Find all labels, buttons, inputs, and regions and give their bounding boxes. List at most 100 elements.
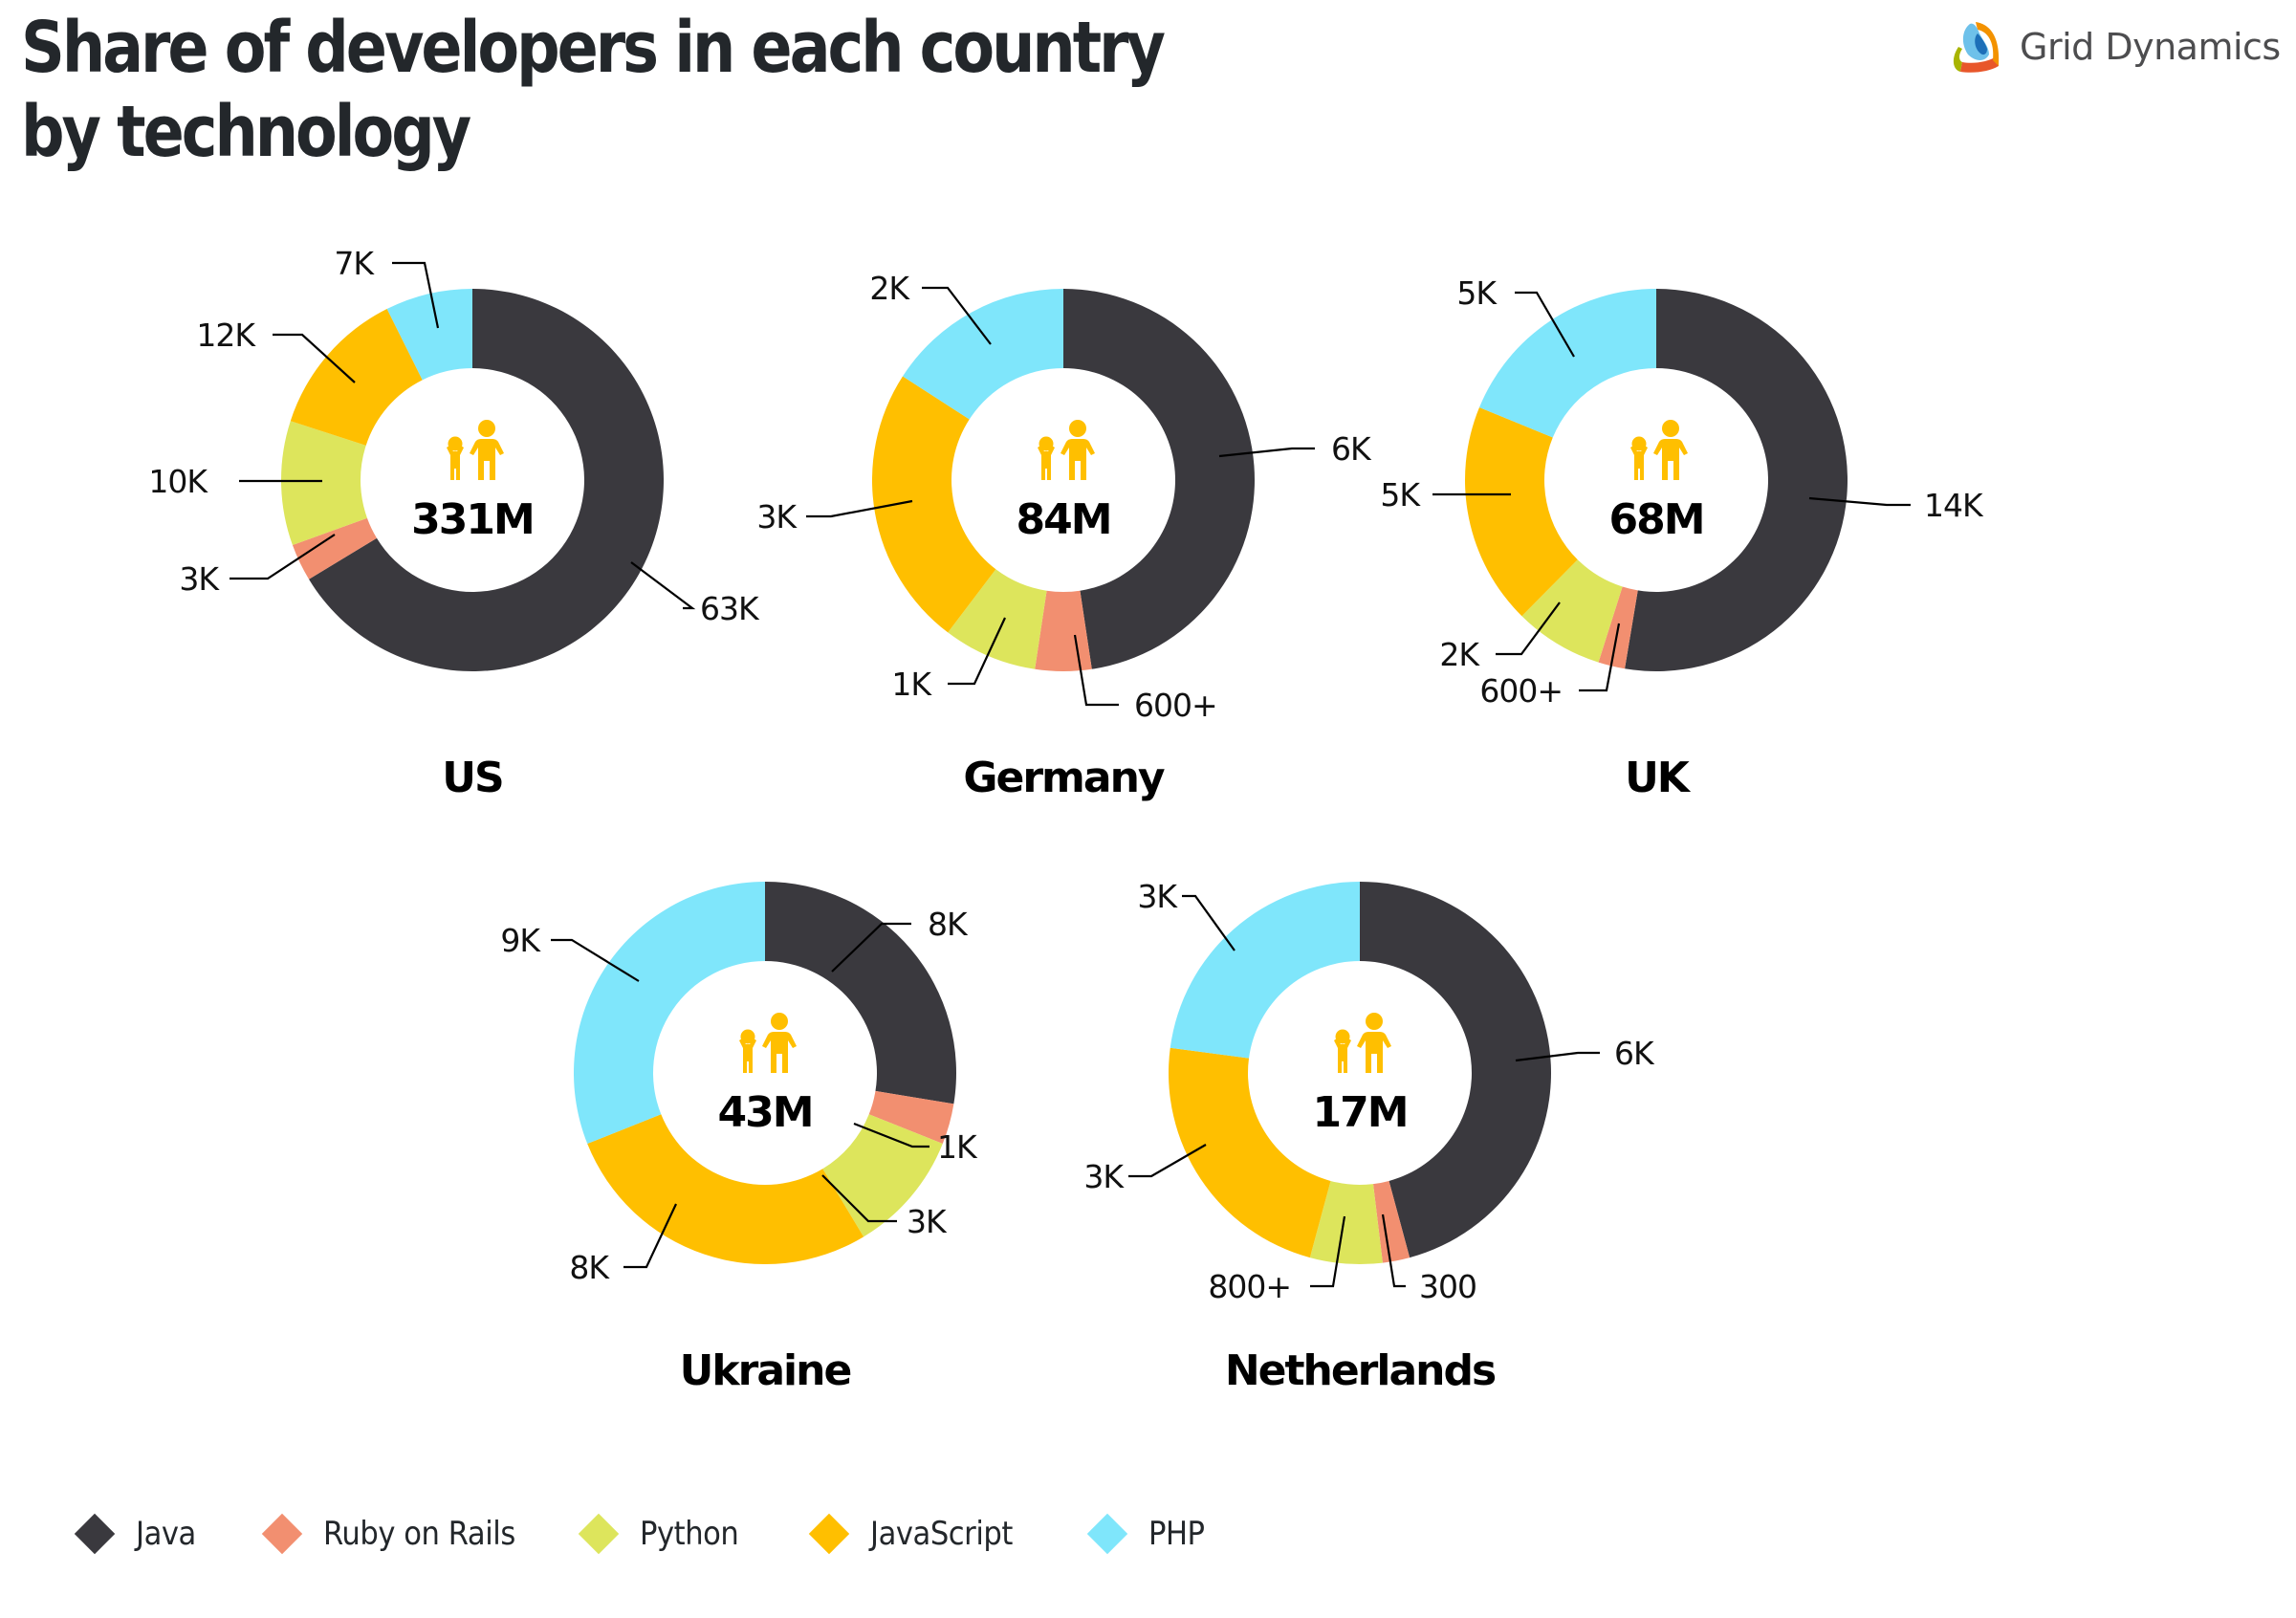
legend-swatch-java [74, 1513, 116, 1555]
legend-label-php: PHP [1148, 1515, 1205, 1553]
leader-line-ruby-on-rails [230, 534, 336, 580]
population-label: 68M [1608, 495, 1703, 544]
legend-item-python: Python [575, 1513, 750, 1555]
data-label-php: 7K [334, 245, 375, 282]
leader-line-java [1515, 1051, 1600, 1062]
slice-php [1478, 289, 1656, 438]
data-label-ruby-on-rails: 600+ [1134, 687, 1217, 724]
slice-ruby-on-rails [292, 517, 377, 579]
data-label-ruby-on-rails: 3K [179, 560, 220, 598]
leader-line-javascript [806, 499, 913, 518]
leader-line-javascript [273, 333, 356, 383]
slice-python [1309, 1180, 1383, 1264]
leader-line-java [1808, 496, 1911, 507]
slice-javascript [587, 1114, 864, 1264]
slice-python [281, 421, 367, 546]
slice-java [765, 882, 956, 1104]
slice-php [1170, 882, 1360, 1059]
leader-line-php [392, 261, 440, 329]
family-icon [739, 1013, 797, 1073]
legend-label-ruby: Ruby on Rails [322, 1515, 515, 1553]
slice-python [1521, 559, 1623, 663]
data-label-php: 5K [1456, 274, 1498, 312]
data-label-java: 6K [1614, 1035, 1655, 1072]
leader-line-php [551, 938, 640, 982]
data-label-javascript: 8K [569, 1249, 610, 1286]
donut-ukraine: 8K 1K 3K 8K 9K 43M Ukraine [500, 882, 979, 1395]
country-label: US [442, 754, 502, 802]
donut-us: 63K 3K 10K 12K 7K 331M US [148, 245, 761, 802]
leader-line-javascript [623, 1203, 677, 1269]
country-label: UK [1625, 754, 1692, 802]
data-label-php: 3K [1137, 878, 1178, 915]
donut-uk: 14K 600+2K 5K 5K 68M UK [1380, 274, 1985, 802]
legend-swatch-python [578, 1513, 620, 1555]
brand-logo: Grid Dynamics [1947, 13, 2281, 80]
population-label: 331M [411, 495, 534, 544]
leader-line-python [1310, 1215, 1346, 1288]
leader-line-php [1515, 291, 1575, 358]
legend-swatch-php [1087, 1513, 1128, 1555]
donut-germany: 6K 600+ 1K 3K 2K 84M Germany [756, 270, 1373, 802]
family-icon [1334, 1013, 1391, 1073]
leader-line-python [821, 1174, 897, 1223]
data-label-java: 14K [1924, 487, 1984, 524]
chart-title: Share of developers in each country by t… [21, 6, 1166, 174]
data-label-java: 63K [700, 590, 760, 627]
legend-item-java: Java [71, 1513, 203, 1555]
data-label-javascript: 12K [196, 317, 256, 354]
legend-item-php: PHP [1083, 1513, 1211, 1555]
leader-line-javascript [1128, 1144, 1207, 1178]
legend-item-ruby: Ruby on Rails [258, 1513, 536, 1555]
leader-line-ruby-on-rails [1381, 1214, 1406, 1288]
donut-netherlands: 6K 300 800+ 3K 3K 17M Netherlands [1083, 878, 1656, 1395]
leader-line-ruby-on-rails [1073, 634, 1119, 707]
slice-java [1625, 289, 1848, 671]
slice-javascript [872, 376, 996, 633]
leader-line-ruby-on-rails [1579, 623, 1621, 692]
leader-line-java [630, 561, 696, 610]
data-label-ruby-on-rails: 600+ [1479, 672, 1563, 710]
slice-javascript [1464, 407, 1578, 617]
slice-java [309, 289, 665, 671]
slice-ruby-on-rails [868, 1090, 954, 1145]
population-label: 43M [717, 1088, 812, 1137]
legend-label-python: Python [639, 1515, 739, 1553]
data-label-javascript: 5K [1380, 476, 1421, 514]
slice-java [1360, 882, 1551, 1258]
legend: Java Ruby on Rails Python JavaScript PHP [71, 1513, 1211, 1555]
grid-dynamics-logo-icon [1953, 22, 2000, 73]
population-label: 84M [1016, 495, 1110, 544]
data-label-ruby-on-rails: 300 [1419, 1268, 1476, 1305]
leader-line-php [922, 286, 992, 345]
slice-ruby-on-rails [1372, 1180, 1410, 1263]
leader-line-python [1496, 601, 1561, 656]
data-label-javascript: 3K [1083, 1158, 1125, 1195]
slice-java [1063, 289, 1255, 669]
brand-name: Grid Dynamics [2020, 26, 2281, 68]
family-icon [1038, 420, 1095, 480]
slice-javascript [290, 309, 423, 446]
leader-line-python [948, 617, 1006, 686]
family-icon [447, 420, 504, 480]
leader-line-php [1182, 894, 1235, 951]
leader-line-java [831, 922, 911, 973]
population-label: 17M [1312, 1088, 1407, 1137]
data-label-php: 2K [869, 270, 910, 307]
data-label-python: 1K [891, 666, 932, 703]
legend-item-javascript: JavaScript [805, 1513, 1028, 1555]
slice-javascript [1169, 1047, 1331, 1258]
leader-line-ruby-on-rails [853, 1122, 929, 1148]
leader-line-java [1218, 447, 1315, 458]
data-label-java: 6K [1331, 430, 1372, 468]
legend-swatch-ruby [261, 1513, 303, 1555]
data-label-javascript: 3K [756, 498, 798, 536]
data-label-python: 2K [1439, 636, 1480, 673]
data-label-python: 3K [907, 1203, 948, 1240]
title-line-2: by technology [21, 91, 471, 173]
legend-label-java: Java [136, 1515, 196, 1553]
title-line-1: Share of developers in each country [21, 7, 1166, 89]
slice-python [948, 569, 1047, 669]
data-label-python: 10K [148, 463, 208, 500]
